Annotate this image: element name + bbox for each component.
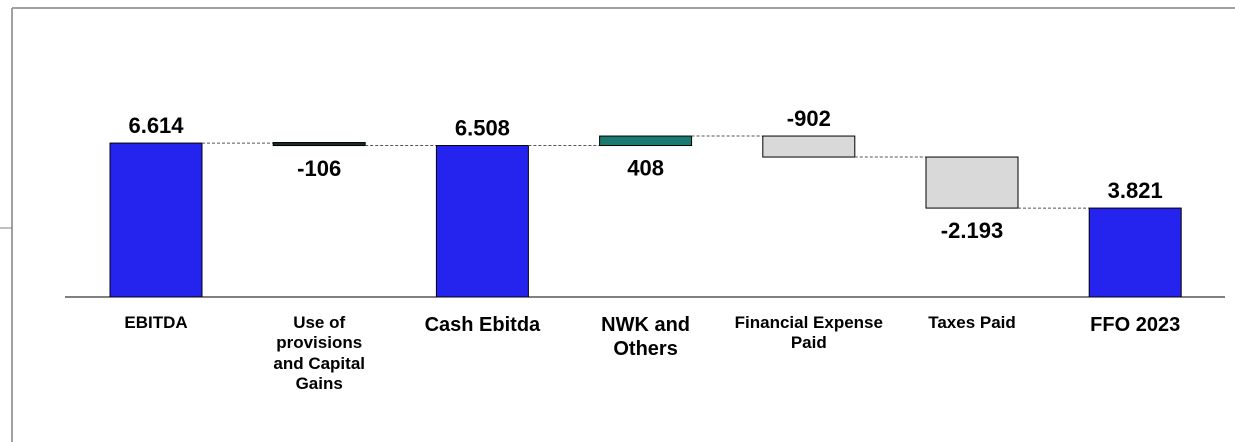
value-label: -902 [787, 106, 831, 131]
bar [435, 145, 529, 298]
value-label: -2.193 [941, 218, 1003, 243]
category-label: FFO 2023 [1090, 314, 1181, 336]
value-label: 6.508 [455, 115, 510, 140]
category-label: EBITDA [124, 313, 188, 332]
category-label: NWK and Others [601, 314, 691, 360]
value-label: 3.821 [1108, 178, 1163, 203]
category-label: Taxes Paid [928, 313, 1016, 332]
bar [109, 142, 203, 298]
bar [599, 135, 693, 147]
value-label: 6.614 [128, 113, 184, 138]
bar [762, 135, 856, 158]
category-label: Cash Ebitda [424, 314, 541, 336]
category-label: Financial Expense Paid [734, 313, 883, 353]
bar [925, 156, 1019, 209]
value-label: 408 [627, 155, 664, 180]
bar [1088, 207, 1182, 298]
bar [272, 142, 366, 147]
category-label: Use of provisions and Capital Gains [273, 313, 365, 394]
value-label: -106 [297, 156, 341, 181]
